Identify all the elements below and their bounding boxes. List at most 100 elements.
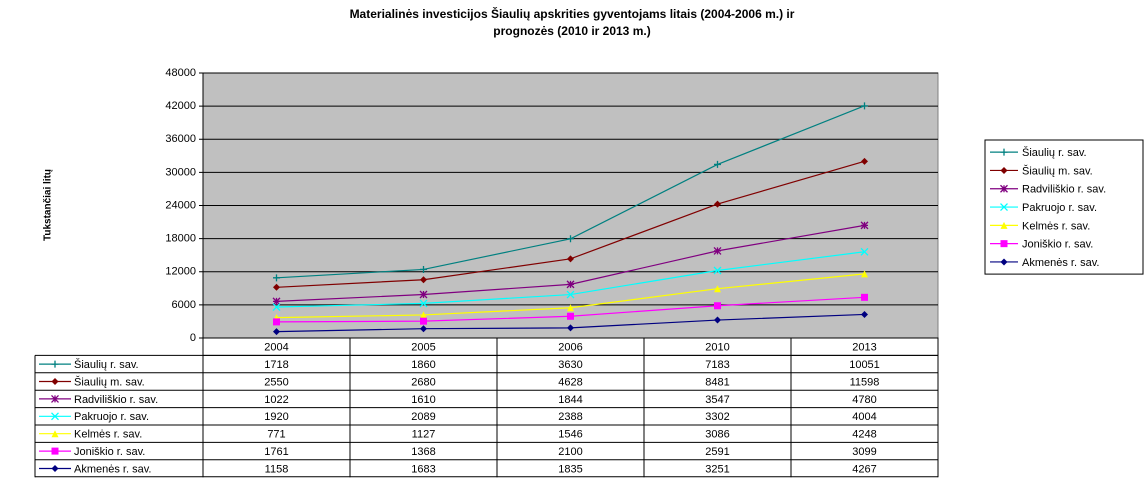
marker <box>714 160 721 168</box>
marker <box>420 311 427 319</box>
y-tick-label: 42000 <box>165 100 196 112</box>
legend-label: Kelmės r. sav. <box>1022 220 1090 232</box>
y-tick-label: 36000 <box>165 133 196 145</box>
table-cell: 1920 <box>264 411 288 423</box>
marker <box>1000 240 1008 248</box>
table-cell: 1860 <box>411 359 435 371</box>
marker <box>861 293 868 301</box>
table-cell: 3630 <box>558 359 582 371</box>
marker <box>861 102 868 110</box>
table-row-label: Šiaulių r. sav. <box>74 358 139 371</box>
table-cell: 3547 <box>705 394 729 406</box>
table-row-label: Radviliškio r. sav. <box>74 394 158 406</box>
table-cell: 3086 <box>705 429 729 441</box>
y-tick-label: 48000 <box>165 67 196 79</box>
marker <box>861 270 868 278</box>
table-cell: 4780 <box>852 394 876 406</box>
marker <box>860 247 869 256</box>
marker <box>566 290 575 299</box>
table-cell: 771 <box>267 429 285 441</box>
table-cell: 1368 <box>411 446 435 458</box>
table-cell: 10051 <box>849 359 880 371</box>
marker <box>273 318 280 326</box>
table-cell: 4004 <box>852 411 876 423</box>
table-cell: 2100 <box>558 446 582 458</box>
table-row-label: Kelmės r. sav. <box>74 429 142 441</box>
table-cell: 11598 <box>850 376 880 388</box>
marker <box>273 283 280 291</box>
y-tick-label: 6000 <box>172 299 196 311</box>
legend-label: Joniškio r. sav. <box>1022 239 1093 251</box>
marker <box>51 360 59 368</box>
marker <box>567 235 574 243</box>
table-cell: 8481 <box>705 376 729 388</box>
marker <box>1000 203 1008 212</box>
marker <box>567 324 574 332</box>
y-tick-label: 12000 <box>165 266 196 278</box>
table-cell: 3099 <box>852 446 876 458</box>
table-cell: 4248 <box>852 429 876 441</box>
marker <box>273 328 280 336</box>
table-cell: 4267 <box>852 463 876 475</box>
marker <box>51 447 59 455</box>
y-tick-label: 18000 <box>165 233 196 245</box>
table-cell: 1761 <box>264 446 288 458</box>
table-row-label: Joniškio r. sav. <box>74 446 145 458</box>
table-cell: 2680 <box>411 376 435 388</box>
y-tick-label: 0 <box>190 332 196 344</box>
marker <box>714 285 721 293</box>
x-tick-label: 2005 <box>411 342 435 354</box>
marker <box>1000 184 1008 193</box>
marker <box>420 265 427 273</box>
marker <box>51 430 59 438</box>
table-cell: 1835 <box>558 463 582 475</box>
table-row-label: Šiaulių m. sav. <box>74 375 145 388</box>
y-tick-label: 30000 <box>165 166 196 178</box>
marker <box>861 157 868 165</box>
table-cell: 1127 <box>412 429 436 441</box>
legend-label: Radviliškio r. sav. <box>1022 184 1106 196</box>
table-cell: 1718 <box>264 359 288 371</box>
marker <box>714 316 721 324</box>
table-cell: 1022 <box>264 394 288 406</box>
table-cell: 2591 <box>705 446 729 458</box>
marker <box>714 200 721 208</box>
table-cell: 1844 <box>558 394 582 406</box>
marker <box>1000 258 1008 266</box>
legend-label: Pakruojo r. sav. <box>1022 202 1097 214</box>
chart-title: prognozės (2010 ir 2013 m.) <box>493 24 650 38</box>
marker <box>420 276 427 284</box>
y-tick-label: 24000 <box>165 199 196 211</box>
marker <box>1000 166 1008 174</box>
marker <box>713 246 722 255</box>
marker <box>567 312 574 320</box>
marker <box>51 412 59 421</box>
marker <box>419 290 428 299</box>
legend-label: Akmenės r. sav. <box>1022 257 1099 269</box>
x-tick-label: 2013 <box>852 342 876 354</box>
marker <box>420 317 427 325</box>
table-cell: 1546 <box>558 429 582 441</box>
marker <box>861 310 868 318</box>
marker <box>566 280 575 289</box>
marker <box>567 304 574 312</box>
table-cell: 1683 <box>411 463 435 475</box>
x-tick-label: 2006 <box>558 342 582 354</box>
table-cell: 1610 <box>411 394 435 406</box>
marker <box>567 255 574 263</box>
legend-label: Šiaulių r. sav. <box>1022 146 1087 159</box>
table-cell: 4628 <box>558 376 582 388</box>
marker <box>1000 221 1008 229</box>
table-row-label: Akmenės r. sav. <box>74 463 151 475</box>
x-tick-label: 2004 <box>264 342 288 354</box>
x-tick-label: 2010 <box>705 342 729 354</box>
chart-title: Materialinės investicijos Šiaulių apskri… <box>350 6 795 21</box>
marker <box>714 302 721 310</box>
marker <box>272 303 281 311</box>
marker <box>420 325 427 333</box>
marker <box>51 378 59 385</box>
marker <box>713 266 722 275</box>
marker <box>273 274 280 282</box>
y-axis-label: Tukstančiai litų <box>43 169 54 241</box>
